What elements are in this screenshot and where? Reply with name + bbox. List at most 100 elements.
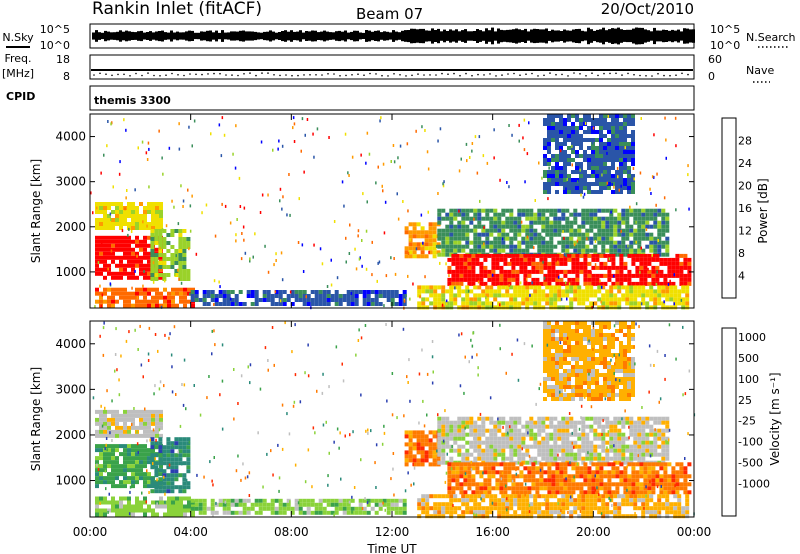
data-cell	[155, 504, 159, 509]
data-cell	[633, 452, 638, 457]
data-cell	[127, 476, 131, 481]
data-speck	[640, 302, 643, 306]
data-cell	[182, 485, 187, 490]
data-cell	[155, 247, 159, 252]
data-cell	[103, 496, 107, 501]
data-cell	[505, 220, 510, 225]
data-cell	[575, 170, 579, 174]
data-cell	[99, 500, 103, 505]
data-cell	[147, 271, 151, 276]
data-cell	[420, 454, 425, 459]
data-cell	[667, 257, 672, 262]
data-cell	[509, 285, 514, 290]
data-cell	[417, 514, 422, 519]
data-cell	[135, 472, 139, 477]
data-cell	[603, 166, 607, 170]
data-cell	[597, 240, 602, 245]
data-cell	[139, 263, 143, 268]
data-speck	[397, 217, 400, 221]
data-cell	[555, 154, 559, 158]
data-cell	[521, 436, 526, 441]
data-cell	[529, 456, 534, 461]
data-cell	[605, 289, 610, 294]
data-cell	[139, 508, 143, 513]
cpid-panel-frame	[89, 85, 695, 111]
data-speck	[344, 132, 347, 136]
data-cell	[95, 218, 99, 222]
data-cell	[107, 295, 111, 300]
data-cell	[394, 290, 399, 294]
data-cell	[314, 506, 319, 511]
data-cell	[627, 170, 631, 174]
data-cell	[509, 224, 514, 229]
data-cell	[661, 448, 666, 453]
data-speck	[583, 192, 586, 196]
data-cell	[601, 444, 606, 449]
data-speck	[409, 238, 411, 242]
data-speck	[594, 263, 597, 267]
nsky-bar	[305, 31, 308, 41]
data-cell	[437, 228, 442, 233]
data-cell	[471, 466, 476, 471]
data-cell	[408, 442, 413, 447]
data-cell	[170, 245, 175, 249]
data-cell	[567, 118, 571, 122]
data-cell	[587, 190, 591, 194]
data-cell	[123, 504, 127, 509]
data-cell	[437, 252, 442, 257]
data-cell	[175, 512, 179, 517]
data-cell	[326, 502, 331, 507]
data-speck	[565, 254, 567, 258]
nsky-bar	[230, 31, 233, 41]
data-cell	[362, 506, 367, 511]
data-cell	[119, 413, 123, 418]
data-cell	[437, 293, 442, 298]
data-cell	[547, 186, 551, 190]
data-cell	[378, 290, 383, 294]
data-cell	[178, 233, 183, 237]
data-cell	[150, 481, 155, 486]
data-cell	[527, 273, 532, 278]
data-cell	[441, 452, 446, 457]
data-cell	[507, 474, 512, 479]
data-cell	[123, 429, 127, 434]
data-cell	[687, 482, 692, 487]
data-cell	[421, 498, 426, 503]
data-cell	[545, 301, 550, 306]
data-cell	[641, 432, 646, 437]
data-cell	[523, 277, 528, 282]
data-cell	[119, 504, 123, 509]
data-cell	[222, 294, 227, 298]
data-cell	[143, 476, 147, 481]
data-cell	[485, 452, 490, 457]
data-cell	[150, 449, 155, 454]
data-cell	[473, 232, 478, 237]
data-speck	[148, 185, 150, 189]
data-cell	[139, 222, 143, 226]
data-cell	[119, 214, 123, 218]
data-cell	[461, 498, 466, 503]
data-cell	[318, 498, 323, 503]
data-cell	[661, 444, 666, 449]
data-cell	[549, 416, 554, 421]
data-cell	[445, 232, 450, 237]
y-tick-label: 1000	[55, 265, 86, 279]
data-cell	[621, 232, 626, 237]
data-cell	[123, 239, 127, 244]
data-cell	[657, 428, 662, 433]
nsky-bar	[605, 30, 608, 42]
data-cell	[665, 448, 670, 453]
data-cell	[619, 158, 623, 162]
data-cell	[159, 255, 163, 260]
data-cell	[147, 287, 151, 292]
data-cell	[495, 462, 500, 467]
data-cell	[633, 248, 638, 253]
data-cell	[131, 456, 135, 461]
data-cell	[565, 456, 570, 461]
data-cell	[649, 285, 654, 290]
data-cell	[653, 289, 658, 294]
data-cell	[583, 118, 587, 122]
data-speck	[415, 129, 417, 133]
data-cell	[561, 416, 566, 421]
data-speck	[142, 284, 144, 288]
